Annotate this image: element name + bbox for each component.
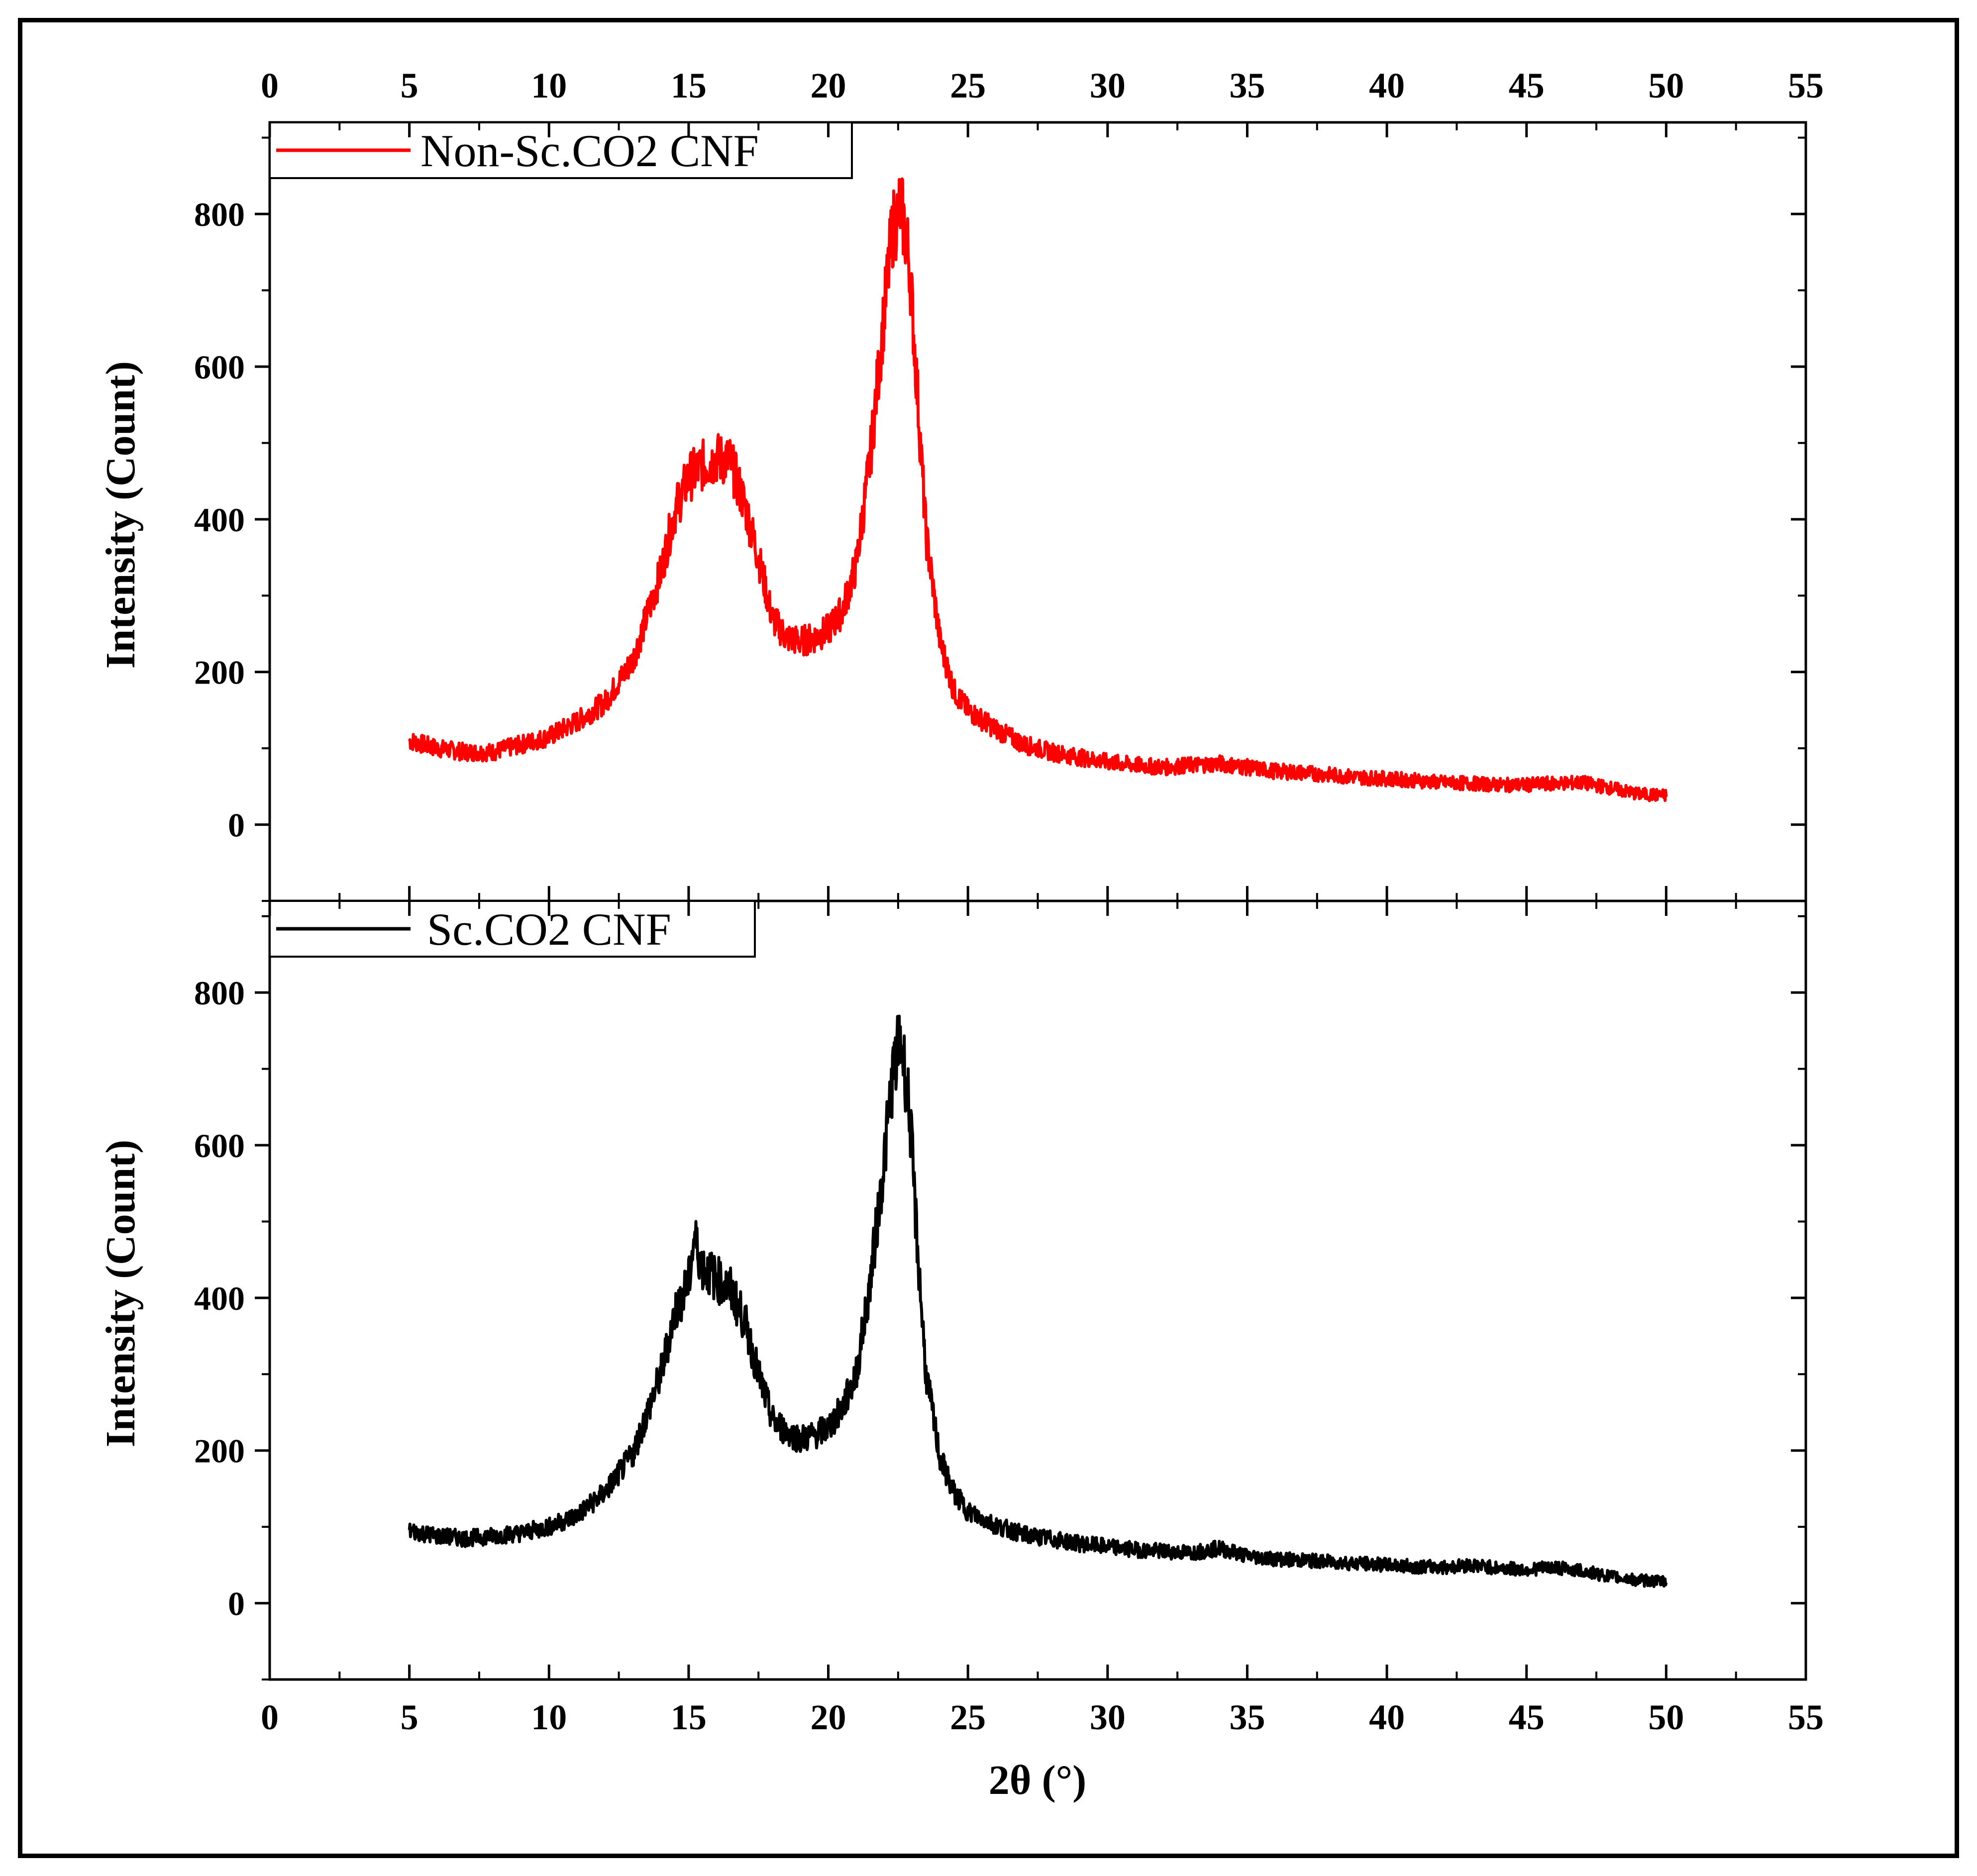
bottom-xtick-label: 35 — [1229, 1697, 1265, 1737]
bottom-panel-ytick-label: 400 — [194, 1280, 245, 1317]
bottom-panel-series-line — [408, 1014, 1668, 1588]
top-panel-ytick-label: 600 — [194, 348, 245, 386]
bottom-xtick-label: 45 — [1509, 1697, 1545, 1737]
bottom-xtick-label: 50 — [1648, 1697, 1684, 1737]
bottom-panel-ytick-label: 600 — [194, 1127, 245, 1165]
top-xtick-label: 45 — [1509, 66, 1545, 105]
bottom-panel-y-axis-title: Intensity (Count) — [98, 1140, 144, 1447]
bottom-panel-legend: Sc.CO2 CNF — [269, 900, 756, 958]
bottom-xtick-label: 40 — [1369, 1697, 1405, 1737]
top-xtick-label: 20 — [811, 66, 846, 105]
top-xtick-label: 0 — [261, 66, 279, 105]
bottom-xtick-label: 15 — [671, 1697, 707, 1737]
top-xtick-label: 25 — [950, 66, 986, 105]
top-panel-ytick-label: 0 — [228, 806, 245, 844]
figure-frame — [18, 18, 1959, 1858]
bottom-panel-ytick-label: 0 — [228, 1585, 245, 1623]
bottom-panel-ytick-label: 800 — [194, 974, 245, 1012]
bottom-xtick-label: 5 — [401, 1697, 418, 1737]
top-xtick-label: 35 — [1229, 66, 1265, 105]
top-panel-legend-label: Non-Sc.CO2 CNF — [420, 125, 759, 176]
top-panel-ytick-label: 800 — [194, 196, 245, 233]
bottom-xtick-label: 0 — [261, 1697, 279, 1737]
top-xtick-label: 55 — [1788, 66, 1824, 105]
top-panel-ytick-label: 400 — [194, 501, 245, 539]
top-xtick-label: 5 — [401, 66, 418, 105]
top-panel-ytick-label: 200 — [194, 654, 245, 691]
bottom-panel-plot-area — [268, 899, 1807, 1681]
top-panel-legend: Non-Sc.CO2 CNF — [269, 121, 853, 179]
top-panel-series-line — [408, 177, 1668, 802]
top-xtick-label: 15 — [671, 66, 707, 105]
x-axis-title: 2θ (°) — [989, 1757, 1086, 1803]
top-xtick-label: 40 — [1369, 66, 1405, 105]
bottom-xtick-label: 10 — [531, 1697, 567, 1737]
bottom-xtick-label: 55 — [1788, 1697, 1824, 1737]
top-xtick-label: 10 — [531, 66, 567, 105]
bottom-xtick-label: 20 — [811, 1697, 846, 1737]
top-xtick-label: 50 — [1648, 66, 1684, 105]
bottom-xtick-label: 25 — [950, 1697, 986, 1737]
bottom-xtick-label: 30 — [1090, 1697, 1126, 1737]
bottom-panel-ytick-label: 200 — [194, 1432, 245, 1470]
top-xtick-label: 30 — [1090, 66, 1126, 105]
top-panel-y-axis-title: Intensity (Count) — [98, 361, 144, 669]
